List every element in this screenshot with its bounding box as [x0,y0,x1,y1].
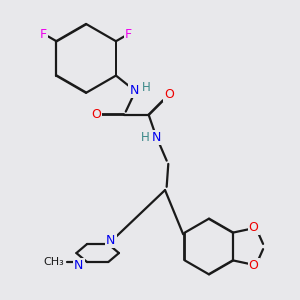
Text: O: O [164,88,174,101]
Text: F: F [125,28,132,41]
Text: F: F [40,28,46,41]
Text: H: H [142,81,151,94]
Text: N: N [152,131,161,144]
Text: O: O [92,108,101,121]
Text: N: N [129,84,139,97]
Text: O: O [249,221,259,234]
Text: N: N [106,234,116,247]
Text: CH₃: CH₃ [44,257,64,267]
Text: H: H [141,131,150,144]
Text: N: N [74,259,83,272]
Text: O: O [249,259,259,272]
